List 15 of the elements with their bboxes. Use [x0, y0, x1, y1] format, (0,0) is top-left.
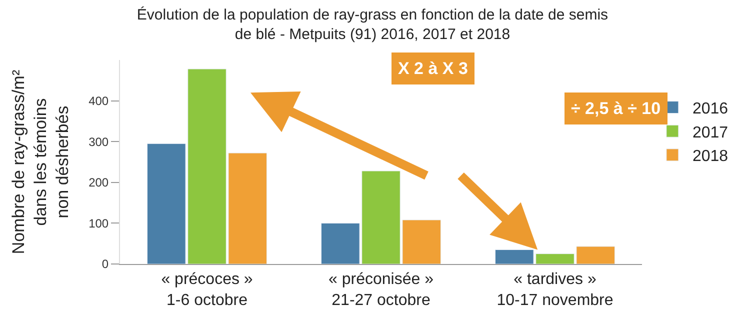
legend-label: 2016	[692, 100, 728, 118]
y-axis-title: Nombre de ray-grass/m² dans les témoins non désherbés	[8, 70, 72, 254]
x-tick-label: « préconisée » 21-27 octobre	[328, 271, 434, 309]
x-tick-label: « tardives » 10-17 novembre	[496, 271, 614, 309]
y-tick-label: 200	[88, 176, 109, 190]
annotation: X 2 à X 3	[398, 59, 468, 78]
legend-label: 2018	[692, 148, 728, 166]
y-tick-label: 400	[88, 94, 109, 108]
y-tick-label: 300	[88, 134, 109, 149]
chart-title: Évolution de la population de ray-grass en fonction de la date de semis de blé - Metpuits (91) 2016, 2017 et 2018	[136, 5, 608, 43]
y-tick-label: 0	[102, 257, 109, 272]
y-tick-label: 100	[88, 216, 109, 230]
x-tick-label: « précoces » 1-6 octobre	[161, 271, 253, 309]
annotation: ÷ 2,5 à ÷ 10	[571, 99, 661, 118]
legend-label: 2017	[692, 124, 728, 142]
